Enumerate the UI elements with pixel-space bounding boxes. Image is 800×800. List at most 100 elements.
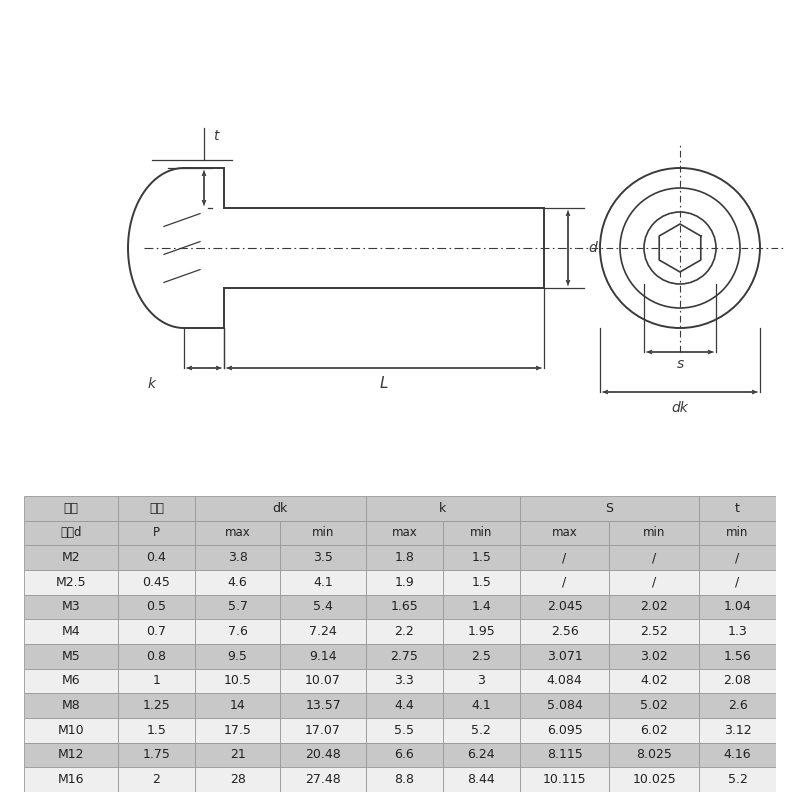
Text: 2: 2 (153, 773, 160, 786)
Text: 直径d: 直径d (60, 526, 82, 539)
Text: 10.025: 10.025 (632, 773, 676, 786)
Bar (24, 496, 118, 521)
Text: 1.5: 1.5 (471, 551, 491, 564)
Text: 17.5: 17.5 (224, 724, 251, 737)
Text: 4.02: 4.02 (640, 674, 668, 687)
Bar (442, 521, 520, 546)
Text: 6.02: 6.02 (640, 724, 668, 737)
Text: 1.9: 1.9 (394, 576, 414, 589)
Text: M4: M4 (62, 625, 80, 638)
Text: M10: M10 (58, 724, 84, 737)
Text: /: / (562, 576, 566, 589)
Text: 2.5: 2.5 (471, 650, 491, 663)
Bar (24, 570, 118, 594)
Bar (520, 669, 610, 694)
Bar (195, 644, 280, 669)
Bar (24, 619, 118, 644)
Bar (24, 644, 118, 669)
Bar (699, 694, 776, 718)
Text: 9.14: 9.14 (310, 650, 337, 663)
Bar (366, 718, 442, 742)
Text: M6: M6 (62, 674, 80, 687)
Text: 4.1: 4.1 (314, 576, 333, 589)
Text: t: t (214, 129, 218, 143)
Text: 3.5: 3.5 (313, 551, 333, 564)
Bar (280, 644, 366, 669)
Text: dk: dk (672, 401, 688, 415)
Text: 3.12: 3.12 (724, 724, 751, 737)
Bar (118, 496, 195, 521)
Text: 1.4: 1.4 (471, 601, 491, 614)
Text: 10.5: 10.5 (224, 674, 251, 687)
Text: 2.56: 2.56 (550, 625, 578, 638)
Text: L: L (380, 376, 388, 391)
Text: 5.084: 5.084 (546, 699, 582, 712)
Text: /: / (562, 551, 566, 564)
Bar (280, 767, 366, 792)
Text: 公称: 公称 (63, 502, 78, 515)
Bar (280, 546, 366, 570)
Text: 1.5: 1.5 (471, 576, 491, 589)
Text: 1: 1 (153, 674, 160, 687)
Bar (699, 669, 776, 694)
Text: 2.08: 2.08 (724, 674, 751, 687)
Text: 0.7: 0.7 (146, 625, 166, 638)
Bar (520, 742, 610, 767)
Bar (280, 570, 366, 594)
Bar (610, 546, 699, 570)
Bar (118, 570, 195, 594)
Bar (366, 570, 442, 594)
Bar (24, 718, 118, 742)
Text: 8.44: 8.44 (467, 773, 495, 786)
Bar (280, 594, 366, 619)
Text: 5.2: 5.2 (471, 724, 491, 737)
Text: P: P (153, 526, 160, 539)
Text: 13.57: 13.57 (306, 699, 341, 712)
Bar (195, 570, 280, 594)
Bar (280, 521, 366, 546)
Bar (24, 546, 118, 570)
Bar (610, 619, 699, 644)
Text: 8.025: 8.025 (636, 749, 672, 762)
Bar (366, 669, 442, 694)
Bar (280, 742, 366, 767)
Text: min: min (726, 526, 749, 539)
Bar (195, 496, 366, 521)
Bar (699, 644, 776, 669)
Text: 4.4: 4.4 (394, 699, 414, 712)
Bar (195, 594, 280, 619)
Bar (699, 546, 776, 570)
Bar (610, 694, 699, 718)
Text: 2.2: 2.2 (394, 625, 414, 638)
Text: 10.07: 10.07 (305, 674, 341, 687)
Bar (280, 694, 366, 718)
Text: 2.02: 2.02 (640, 601, 668, 614)
Bar (24, 594, 118, 619)
Bar (118, 644, 195, 669)
Bar (699, 496, 776, 521)
Bar (195, 767, 280, 792)
Text: 4.1: 4.1 (471, 699, 491, 712)
Text: 2.6: 2.6 (728, 699, 747, 712)
Bar (118, 767, 195, 792)
Text: 1.75: 1.75 (142, 749, 170, 762)
Text: 5.7: 5.7 (228, 601, 248, 614)
Bar (118, 718, 195, 742)
Bar (610, 594, 699, 619)
Text: 1.65: 1.65 (390, 601, 418, 614)
Text: M8: M8 (62, 699, 80, 712)
Text: min: min (470, 526, 492, 539)
Bar (699, 594, 776, 619)
Bar (520, 767, 610, 792)
Bar (195, 546, 280, 570)
Text: 5.2: 5.2 (728, 773, 747, 786)
Text: 3.02: 3.02 (640, 650, 668, 663)
Bar (195, 742, 280, 767)
Text: 2.045: 2.045 (546, 601, 582, 614)
Bar (366, 767, 442, 792)
Bar (24, 669, 118, 694)
Text: 0.8: 0.8 (146, 650, 166, 663)
Text: 0.4: 0.4 (146, 551, 166, 564)
Bar (366, 619, 442, 644)
Text: 0.45: 0.45 (142, 576, 170, 589)
